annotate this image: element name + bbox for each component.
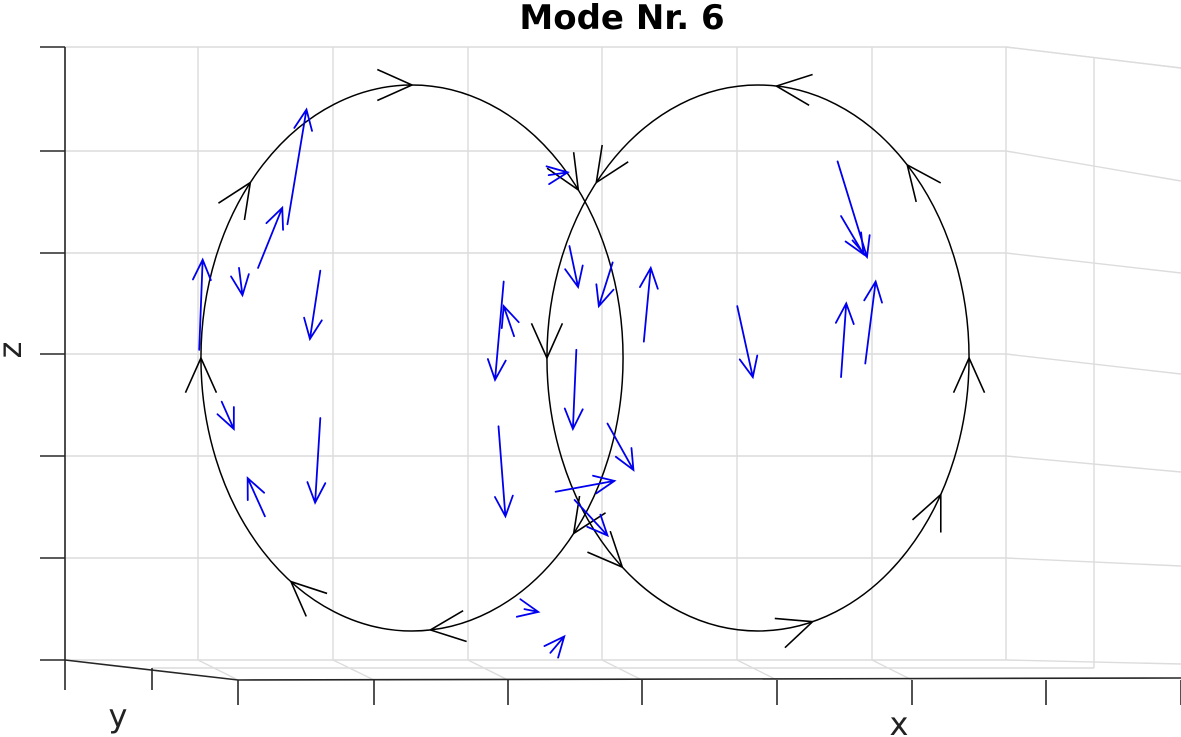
loop-direction-arrow	[906, 163, 942, 203]
grid-line-floor	[601, 659, 643, 681]
loop-direction-arrow	[428, 609, 467, 643]
velocity-vector	[863, 279, 883, 365]
velocity-vector	[840, 215, 865, 257]
velocity-vector	[246, 476, 266, 518]
velocity-vector	[606, 422, 635, 472]
box-top-edge	[1005, 46, 1181, 69]
loop-direction-arrow	[572, 495, 606, 536]
grid-line-floor	[736, 659, 778, 681]
velocity-vector	[543, 634, 566, 659]
velocity-vector	[257, 205, 284, 269]
velocity-vector	[286, 107, 313, 226]
velocity-vector	[486, 280, 507, 383]
flow-loops	[184, 68, 986, 649]
flow-loop-1	[200, 84, 624, 632]
loop-direction-arrow	[289, 580, 328, 617]
velocity-vector	[303, 269, 323, 342]
loop-direction-arrow	[376, 68, 414, 102]
velocity-vector	[515, 598, 541, 618]
flow-loop-2	[546, 84, 970, 632]
velocity-vector	[836, 160, 871, 260]
loop-direction-arrow	[774, 73, 813, 107]
velocity-vector	[639, 265, 659, 343]
velocity-vector	[230, 267, 250, 298]
velocity-vector	[563, 348, 584, 432]
velocity-vector	[554, 474, 617, 495]
y-axis-label: y	[109, 697, 128, 735]
grid-line-floor	[332, 659, 375, 681]
loop-direction-arrow	[218, 180, 252, 221]
loop-direction-arrow	[774, 617, 815, 649]
velocity-vector	[573, 499, 609, 538]
z-axis-label: z	[0, 342, 29, 359]
grid-line-floor	[197, 659, 239, 681]
loop-direction-arrow	[184, 356, 218, 394]
velocity-vector	[564, 245, 584, 290]
loop-direction-arrow	[911, 492, 942, 533]
loop-direction-arrow	[952, 356, 986, 394]
grid-line-floor	[467, 659, 509, 681]
velocity-vector	[216, 400, 235, 431]
velocity-vector	[192, 257, 212, 351]
x-axis-line	[237, 677, 1181, 681]
velocity-vector	[500, 304, 520, 338]
grid-line-floor	[871, 659, 913, 681]
loop-direction-arrow	[587, 530, 624, 569]
velocity-vectors	[192, 107, 883, 659]
loop-direction-arrow	[595, 144, 629, 185]
grid-lines	[64, 46, 1181, 681]
velocity-vector	[306, 417, 327, 505]
velocity-vector	[545, 165, 570, 185]
velocity-vector	[595, 261, 615, 309]
loop-direction-arrow	[546, 152, 580, 192]
x-axis-label: x	[890, 705, 909, 737]
velocity-vector	[494, 425, 514, 519]
axes	[40, 46, 1181, 705]
chart-title: Mode Nr. 6	[519, 0, 724, 38]
velocity-vector	[834, 301, 855, 379]
loop-direction-arrow	[530, 322, 564, 360]
velocity-vector	[736, 305, 759, 380]
